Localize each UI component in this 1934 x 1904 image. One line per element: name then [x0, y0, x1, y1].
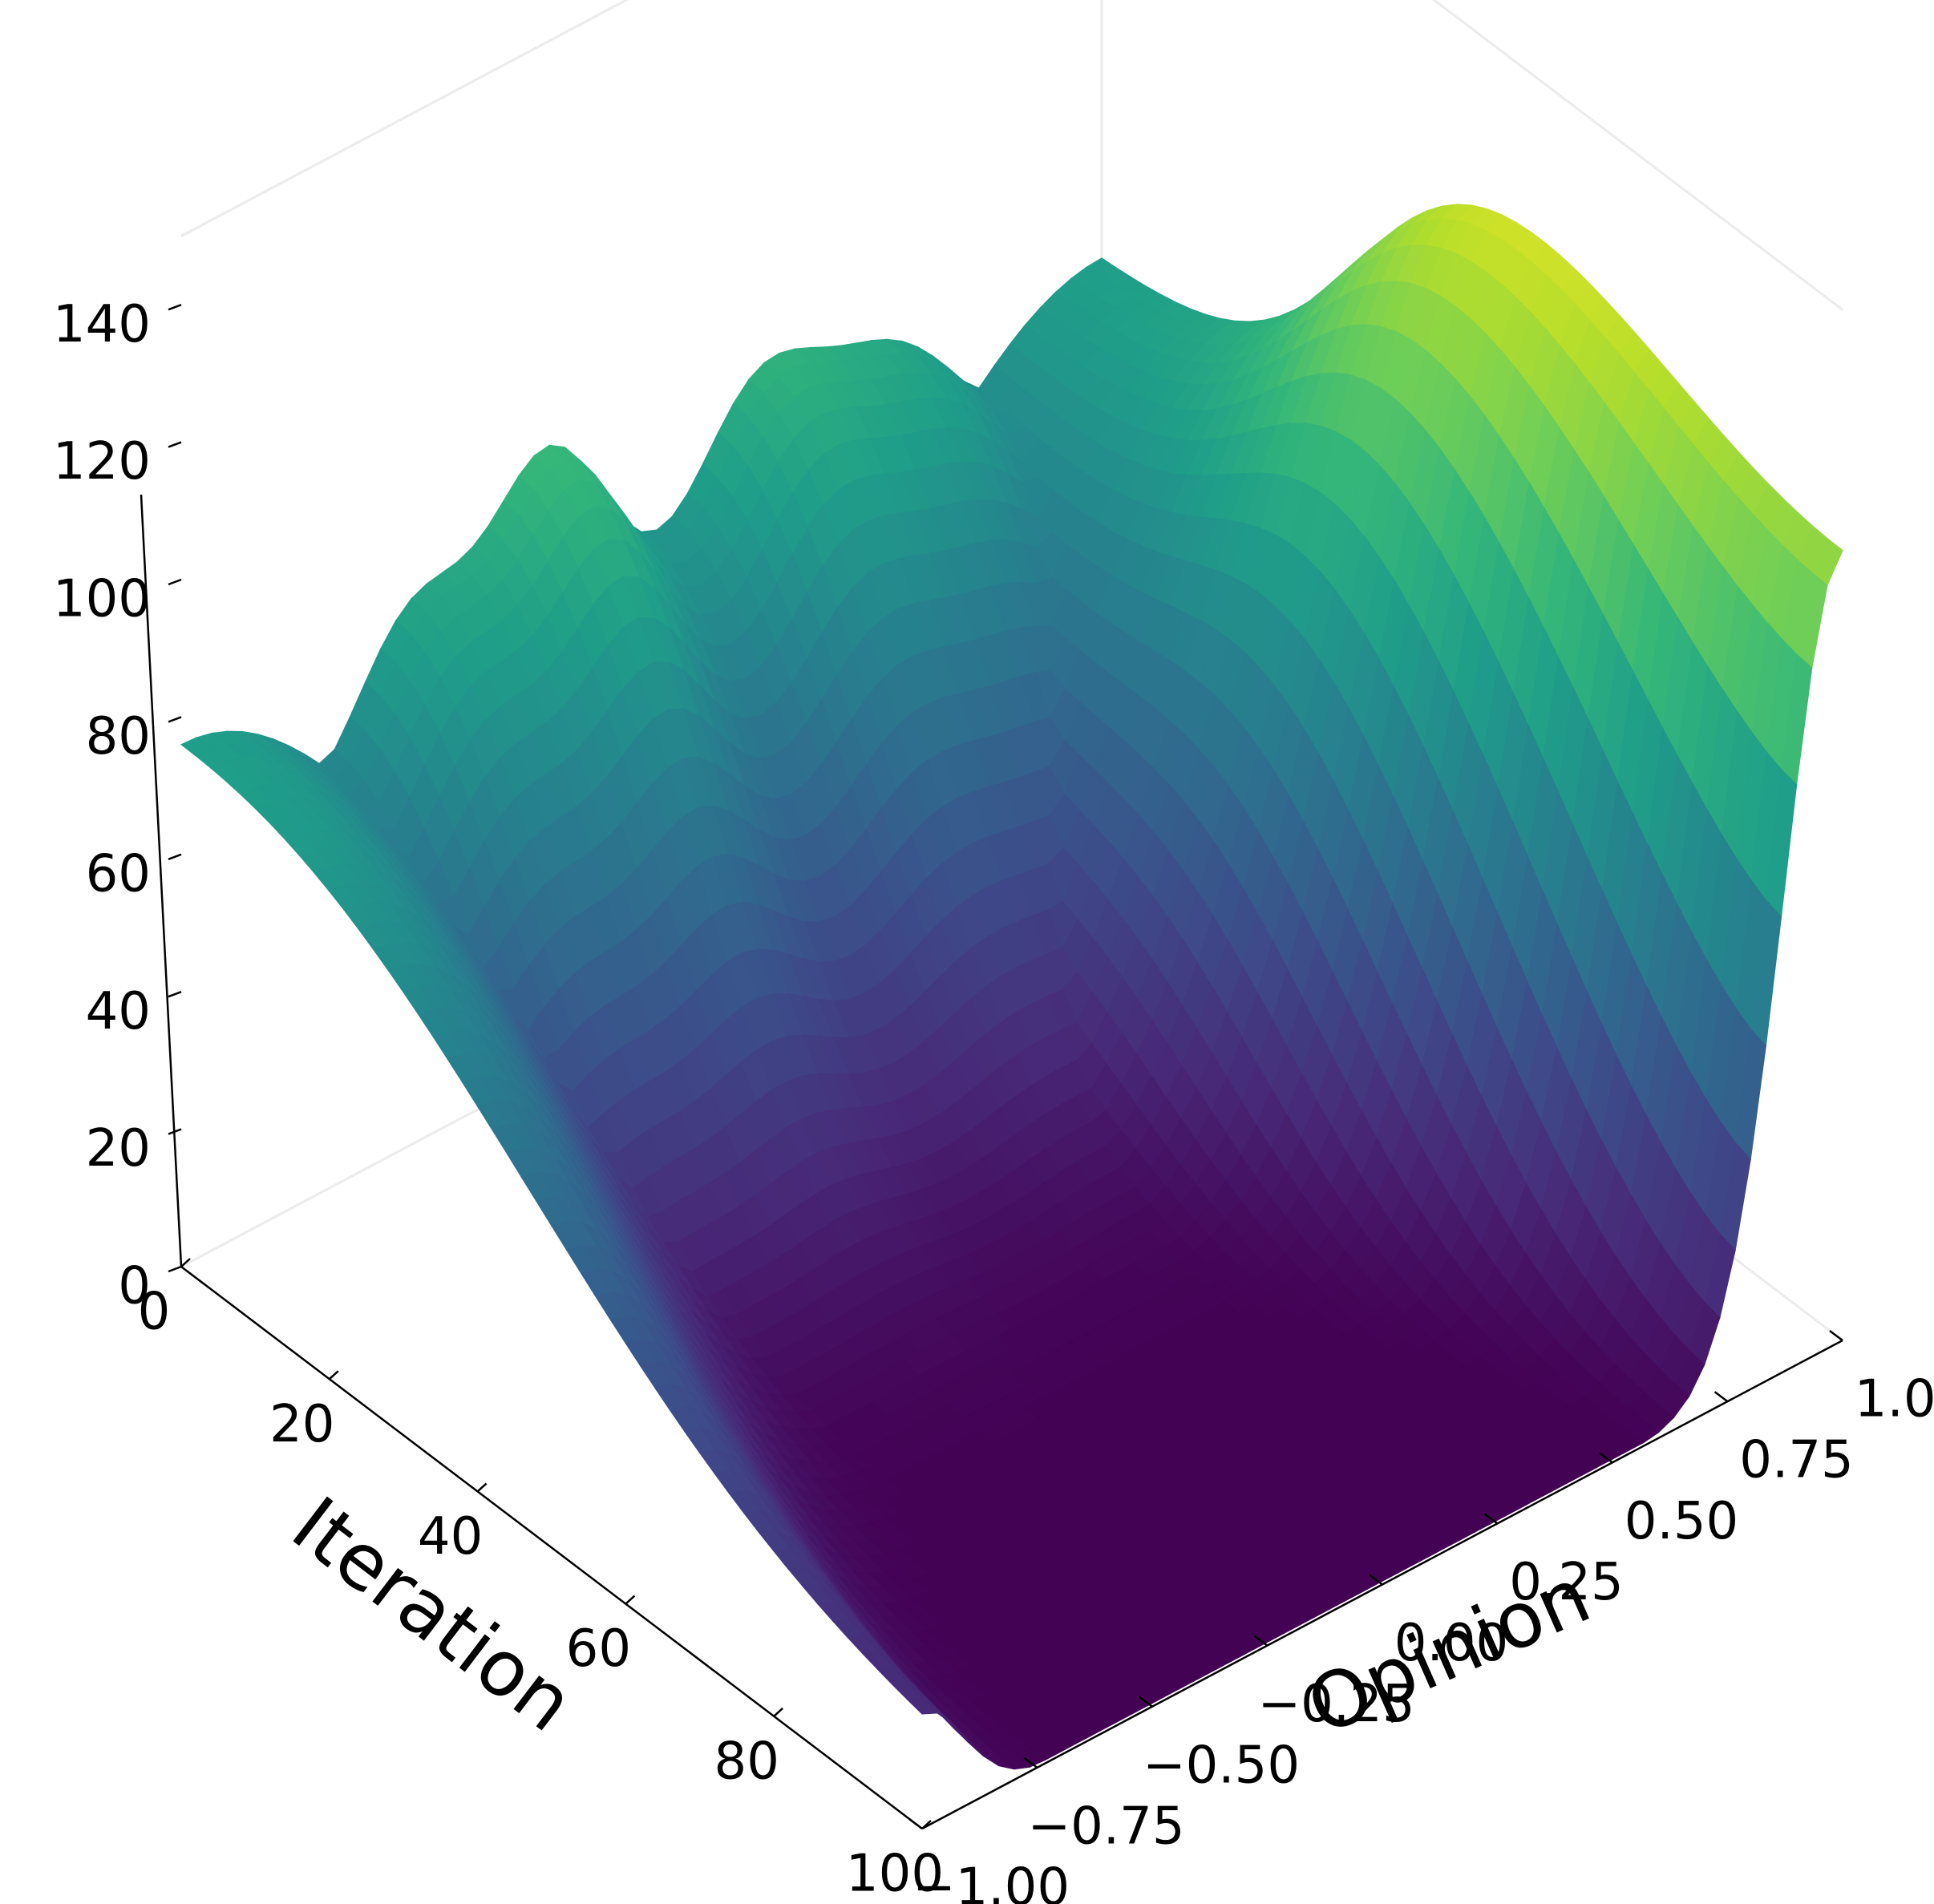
surface-mesh [180, 204, 1843, 1770]
z-tick-label: 80 [86, 707, 151, 766]
z-tick-label: 60 [86, 844, 151, 903]
z-tick [168, 991, 182, 998]
z-tick-label: 140 [53, 295, 151, 354]
x-tick [773, 1707, 784, 1717]
z-tick [168, 578, 182, 586]
axes: 020406080100−1.00−0.75−0.50−0.250.000.25… [53, 295, 1934, 1904]
x-tick [328, 1370, 339, 1381]
z-tick [168, 1128, 182, 1135]
y-tick-label: 0.00 [1394, 1614, 1509, 1673]
y-tick [1599, 1452, 1613, 1464]
z-tick [168, 1265, 182, 1273]
z-tick [168, 716, 182, 723]
pane-edge-4 [1432, 0, 1843, 311]
x-tick-label: 100 [846, 1845, 944, 1904]
y-tick [908, 1818, 923, 1829]
z-tick [168, 441, 182, 448]
y-tick-label: −1.00 [912, 1858, 1070, 1904]
x-tick-label: 80 [714, 1732, 779, 1791]
surface-cell [906, 1698, 939, 1715]
y-tick-label: 0.50 [1624, 1492, 1739, 1551]
x-tick-label: 0 [138, 1283, 171, 1342]
y-tick-label: −0.25 [1257, 1675, 1414, 1734]
z-tick-label: 20 [86, 1119, 151, 1178]
y-tick [1713, 1391, 1729, 1403]
y-tick [1369, 1574, 1383, 1586]
x-tick-label: 60 [566, 1619, 631, 1679]
y-tick-label: −0.75 [1027, 1797, 1184, 1856]
y-tick-label: −0.50 [1143, 1736, 1300, 1795]
x-tick [476, 1482, 488, 1493]
z-tick-label: 40 [86, 982, 151, 1041]
x-tick-label: 40 [418, 1507, 483, 1566]
y-tick [1139, 1696, 1153, 1708]
x-axis-line [180, 1266, 923, 1829]
y-tick-label: 1.00 [1855, 1370, 1934, 1429]
z-axis-line [140, 494, 183, 1267]
y-tick [1829, 1330, 1843, 1341]
x-tick [180, 1258, 191, 1267]
z-tick [168, 853, 182, 860]
z-tick-label: 120 [53, 432, 151, 491]
z-tick [168, 304, 182, 311]
x-tick [625, 1595, 636, 1605]
y-tick-label: 0.75 [1739, 1431, 1854, 1490]
y-tick [1483, 1513, 1499, 1525]
y-tick [1253, 1635, 1268, 1647]
pane-edge-3 [180, 0, 629, 237]
z-tick-label: 0 [118, 1257, 151, 1316]
y-tick-label: 0.25 [1509, 1553, 1624, 1612]
x-tick-label: 20 [269, 1395, 334, 1454]
y-tick [1023, 1756, 1038, 1769]
z-tick-label: 100 [53, 570, 151, 629]
